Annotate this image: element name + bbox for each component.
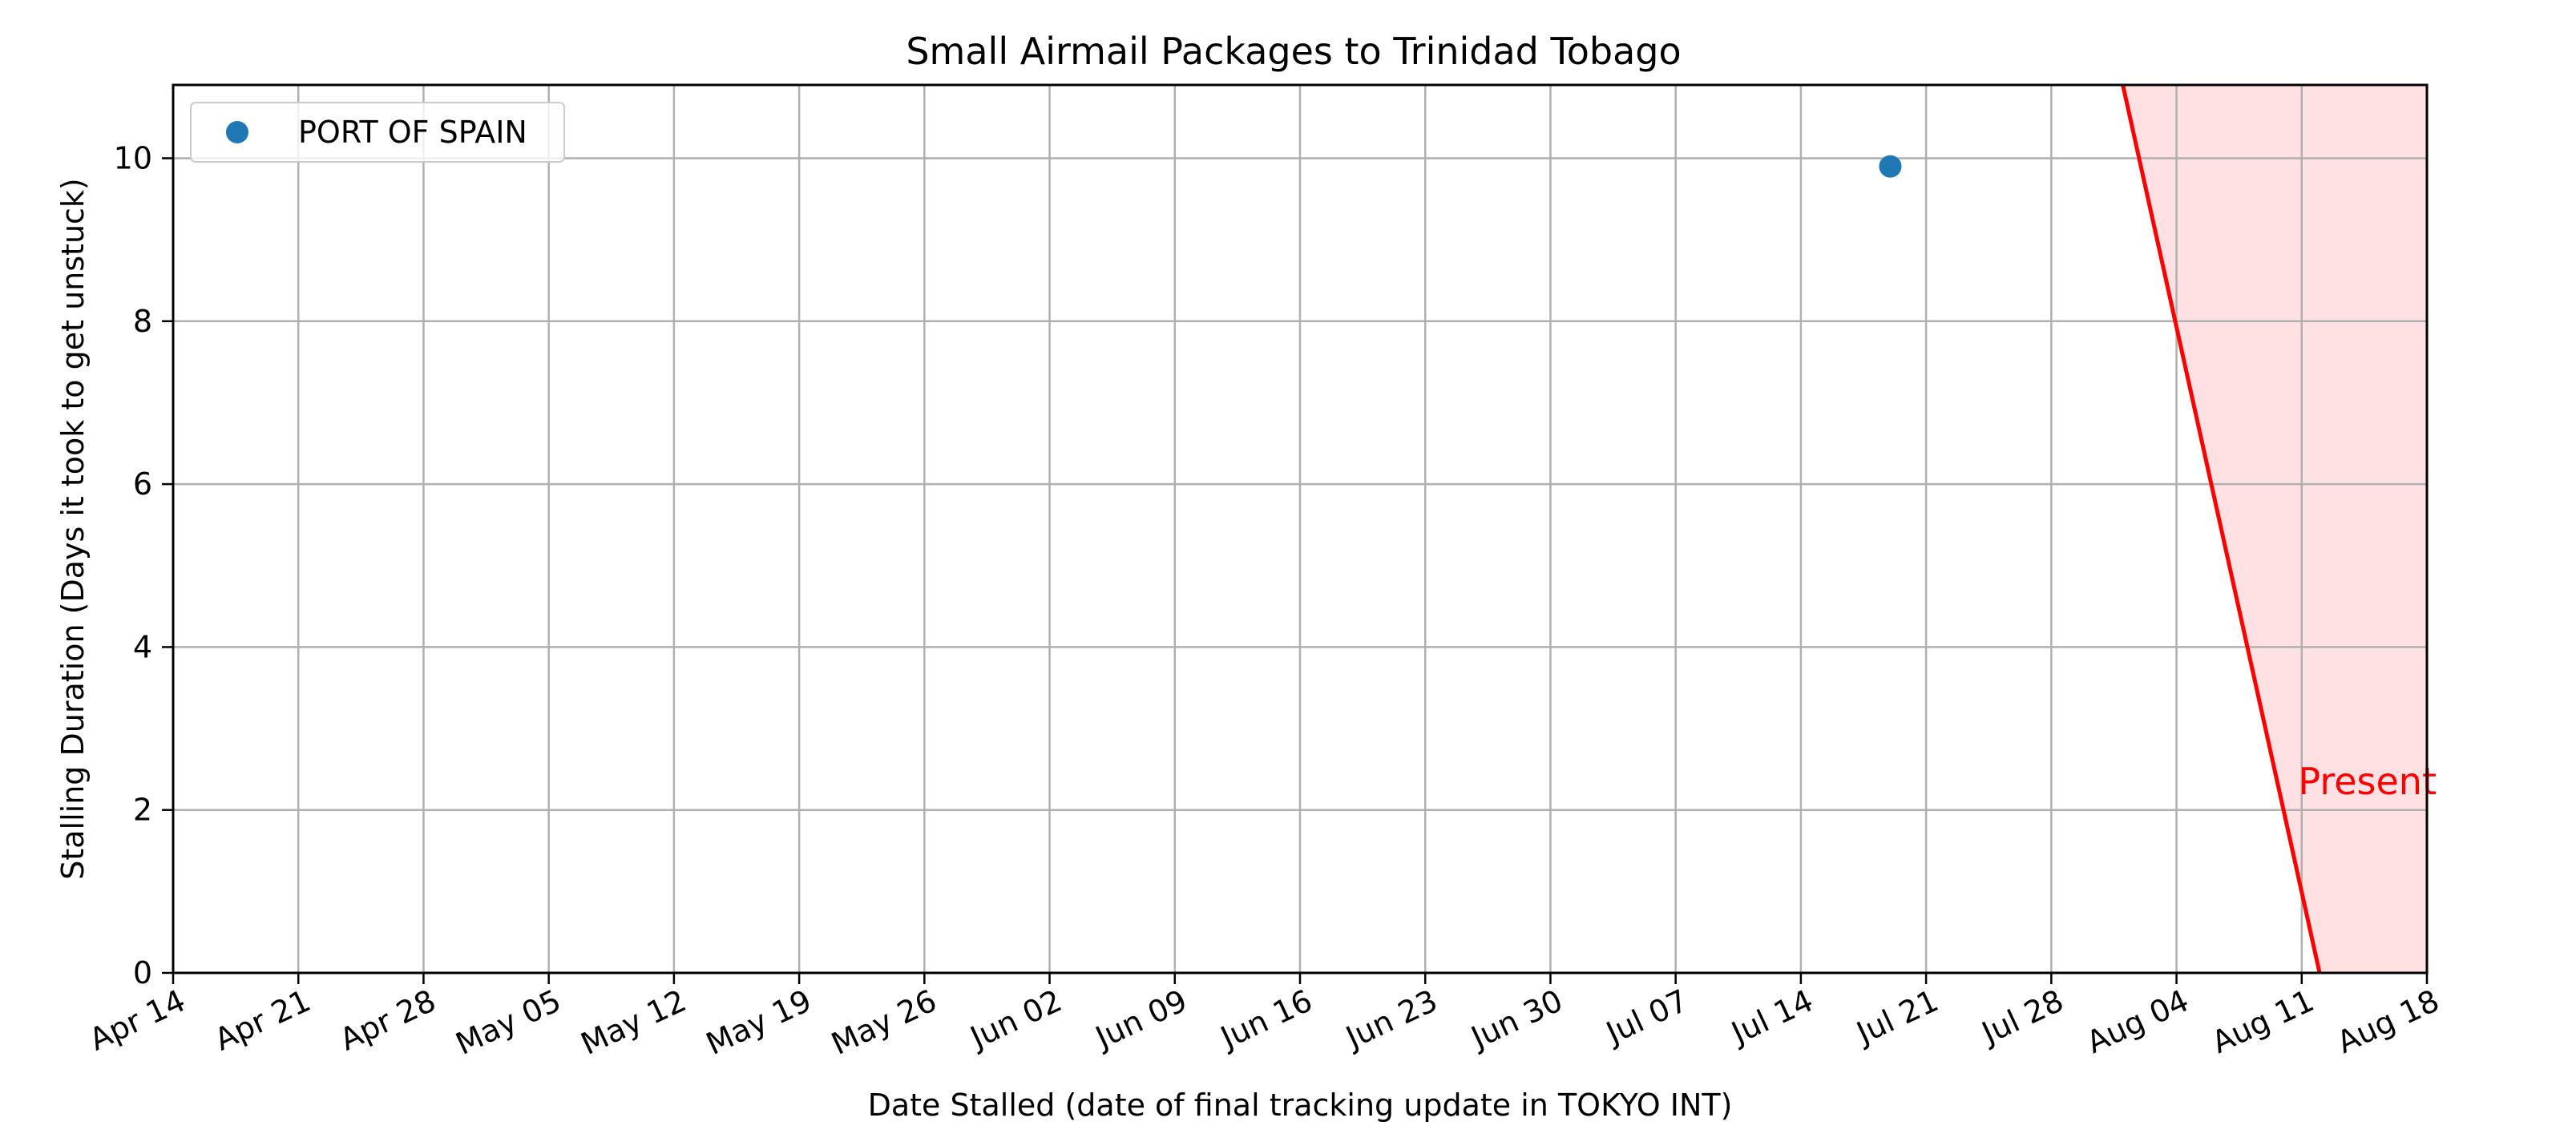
y-axis: 0 2 4 6 8 10: [114, 140, 173, 991]
y-tick-label: 0: [133, 955, 152, 991]
y-tick-label: 8: [133, 304, 152, 339]
x-axis-label: Date Stalled (date of final tracking upd…: [868, 1087, 1733, 1123]
chart-title: Small Airmail Packages to Trinidad Tobag…: [906, 30, 1681, 73]
legend-marker-icon: [226, 121, 248, 143]
y-tick-label: 2: [133, 793, 152, 828]
present-region: [2122, 85, 2427, 973]
y-tick-label: 10: [114, 140, 152, 176]
legend-entry-label: PORT OF SPAIN: [298, 115, 527, 150]
y-tick-label: 4: [133, 629, 152, 664]
data-point: [1879, 155, 1902, 178]
present-annotation: Present: [2298, 760, 2437, 803]
y-tick-label: 6: [133, 466, 152, 502]
y-axis-label: Stalling Duration (Days it took to get u…: [55, 178, 91, 880]
legend-box: [190, 102, 565, 163]
data-points: [1879, 155, 1902, 178]
legend: PORT OF SPAIN: [190, 102, 565, 163]
present-line: [2121, 84, 2322, 974]
